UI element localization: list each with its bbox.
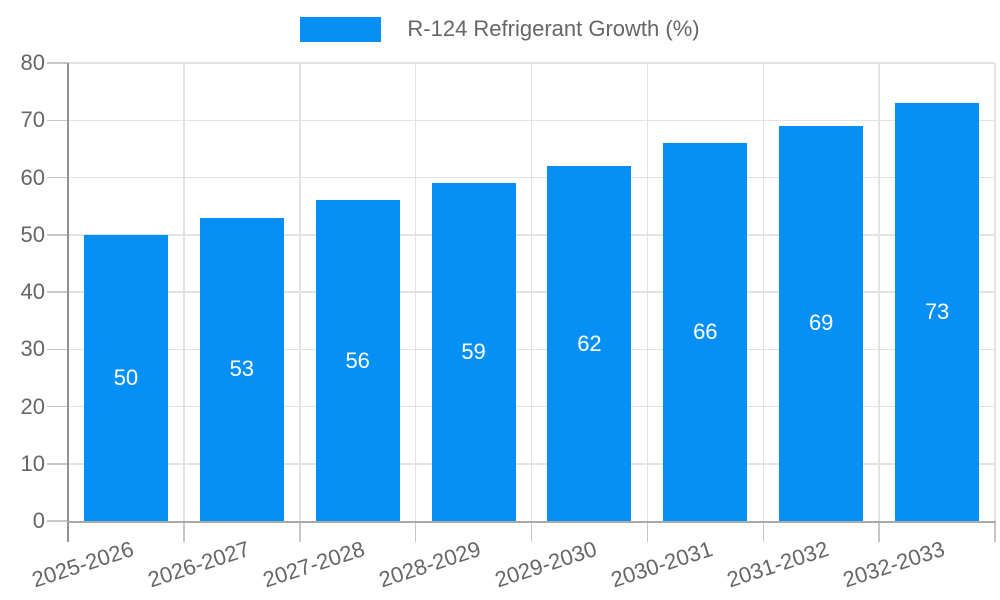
bar-value-label: 66 [693, 319, 718, 345]
y-tick-label: 50 [20, 221, 45, 247]
bar: 59 [431, 183, 516, 521]
legend-label: R-124 Refrigerant Growth (%) [407, 16, 700, 41]
x-axis-tick [762, 523, 764, 542]
x-axis-tick [994, 523, 996, 542]
legend-swatch [300, 16, 382, 42]
x-tick-label: 2030-2031 [607, 536, 716, 593]
y-tick-label: 70 [20, 107, 45, 133]
x-axis-tick [530, 523, 533, 542]
bar-value-label: 62 [577, 330, 602, 356]
y-axis-tick [47, 176, 68, 179]
x-axis-tick [299, 523, 301, 542]
bar-value-label: 69 [808, 310, 834, 336]
y-axis-tick [47, 348, 68, 350]
x-gridline [530, 63, 533, 521]
bar-value-label: 56 [345, 347, 370, 373]
x-tick-label: 2025-2026 [28, 536, 137, 593]
x-axis-tick [183, 523, 185, 542]
y-axis-tick [47, 291, 68, 293]
bar: 73 [895, 103, 980, 521]
bar-value-label: 53 [229, 356, 255, 382]
bar: 69 [779, 125, 864, 521]
y-tick-label: 20 [20, 393, 45, 419]
x-axis-line [67, 521, 996, 523]
bar: 66 [663, 143, 748, 521]
y-axis-tick [47, 62, 68, 64]
y-axis-tick [47, 463, 68, 465]
x-gridline [878, 63, 880, 521]
x-tick-label: 2027-2028 [260, 536, 369, 593]
bar: 53 [199, 217, 284, 521]
y-axis-tick [47, 520, 68, 522]
x-tick-label: 2031-2032 [723, 536, 832, 593]
y-axis-tick [47, 405, 68, 408]
x-gridline [414, 63, 417, 521]
bar-value-label: 59 [461, 339, 486, 365]
x-tick-label: 2029-2030 [492, 536, 600, 593]
bar-value-label: 50 [113, 364, 139, 390]
x-tick-label: 2032-2033 [839, 536, 948, 593]
x-gridline [183, 63, 185, 521]
x-gridline [646, 63, 649, 521]
x-axis-tick [878, 523, 880, 542]
bar: 50 [83, 234, 168, 521]
y-axis-line [67, 63, 69, 541]
chart-legend: R-124 Refrigerant Growth (%) [0, 16, 1000, 42]
x-gridline [994, 63, 996, 521]
x-axis-tick [646, 523, 649, 542]
legend-item[interactable]: R-124 Refrigerant Growth (%) [300, 16, 700, 42]
y-tick-label: 60 [20, 164, 45, 190]
x-axis-tick [414, 523, 417, 542]
y-tick-label: 0 [32, 508, 45, 533]
y-tick-label: 40 [20, 279, 45, 304]
x-gridline [299, 63, 301, 521]
bar: 56 [315, 200, 400, 521]
y-axis-tick [47, 234, 68, 236]
x-tick-label: 2028-2029 [376, 536, 484, 593]
y-axis-tick [47, 119, 68, 121]
bar: 62 [547, 166, 632, 521]
x-gridline [762, 63, 764, 521]
y-tick-label: 30 [20, 336, 45, 362]
y-tick-label: 80 [20, 50, 45, 75]
bar-value-label: 73 [924, 299, 950, 325]
plot-area: 50 53 56 59 62 66 69 73 [68, 62, 996, 521]
x-tick-label: 2026-2027 [144, 536, 253, 593]
y-tick-label: 10 [20, 450, 45, 476]
